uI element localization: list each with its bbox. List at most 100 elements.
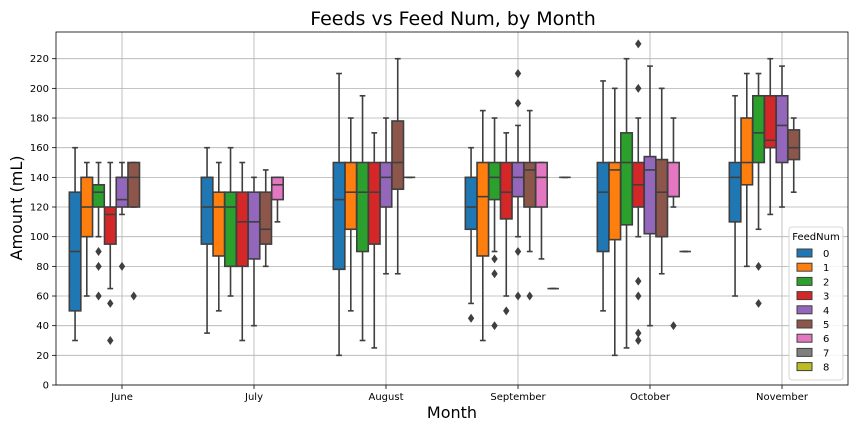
- y-tick-label: 140: [30, 173, 49, 184]
- box-month-june-feed-1: [80, 161, 94, 297]
- outlier-point: [467, 313, 475, 323]
- legend-label: 2: [823, 277, 829, 288]
- box-iqr: [91, 183, 106, 208]
- box-month-july-feed-3: [235, 161, 249, 342]
- outlier-point: [118, 261, 126, 271]
- box-iqr: [344, 161, 358, 231]
- legend-label: 7: [823, 348, 829, 359]
- box-iqr: [728, 161, 742, 223]
- box-month-august-feed-3: [367, 132, 381, 349]
- box-iqr: [666, 161, 681, 198]
- y-tick-label: 160: [30, 143, 49, 154]
- outlier-point: [491, 254, 498, 264]
- outlier-point: [95, 261, 102, 271]
- box-month-september-feed-4: [511, 69, 525, 301]
- x-tick-label: October: [630, 392, 671, 403]
- outlier-point: [635, 328, 642, 338]
- y-tick-label: 80: [36, 262, 49, 273]
- box-month-july-feed-1: [212, 161, 226, 312]
- legend-label: 0: [823, 249, 829, 260]
- box-iqr: [775, 94, 789, 164]
- outlier-point: [635, 276, 642, 286]
- box-iqr: [534, 161, 549, 208]
- box-month-october-feed-1: [608, 87, 622, 357]
- outlier-point: [635, 39, 642, 49]
- outlier-point: [95, 291, 102, 301]
- box-month-october-feed-3: [631, 39, 645, 345]
- box-month-july-feed-5: [259, 169, 273, 268]
- box-iqr: [596, 161, 610, 253]
- box-iqr: [247, 191, 261, 260]
- x-tick-label: August: [369, 392, 404, 403]
- box-iqr: [355, 161, 370, 253]
- box-month-july-feed-2: [223, 146, 238, 297]
- outlier-point: [526, 291, 533, 301]
- y-tick-label: 60: [36, 292, 49, 303]
- box-iqr: [223, 191, 238, 268]
- legend-label: 1: [823, 263, 829, 274]
- legend: FeedNum 0 1 2 3 4 5 6 7 8: [788, 226, 844, 381]
- box-month-july-feed-6: [270, 176, 285, 223]
- box-month-august-feed-1: [344, 117, 358, 312]
- legend-label: 5: [823, 320, 829, 331]
- box-month-june-feed-2: [91, 161, 106, 301]
- box-month-september-feed-6: [534, 161, 549, 260]
- box-iqr: [103, 206, 117, 245]
- outlier-point: [130, 291, 137, 301]
- outlier-point: [514, 247, 522, 256]
- box-iqr: [332, 161, 346, 271]
- y-tick-label: 180: [30, 114, 49, 125]
- box-iqr: [751, 94, 766, 164]
- box-month-september-feed-2: [487, 117, 502, 331]
- legend-swatch: [796, 362, 813, 372]
- legend-swatch: [796, 276, 813, 286]
- outlier-point: [107, 336, 114, 345]
- box-month-june-feed-5: [127, 161, 141, 301]
- box-iqr: [391, 120, 405, 191]
- x-tick-label: November: [756, 392, 809, 403]
- outlier-point: [491, 321, 498, 331]
- legend-swatch: [796, 347, 813, 357]
- y-axis-title: Amount (mL): [7, 156, 26, 261]
- y-tick-label: 100: [30, 232, 49, 243]
- outlier-point: [514, 69, 522, 79]
- outlier-point: [755, 261, 762, 271]
- x-tick-label: September: [490, 392, 546, 403]
- legend-swatch: [796, 248, 813, 258]
- box-iqr: [740, 117, 754, 186]
- legend-swatch: [796, 319, 813, 329]
- outlier-point: [107, 298, 114, 308]
- x-tick-label: June: [110, 392, 133, 403]
- legend-swatch: [796, 333, 813, 343]
- legend-label: 3: [823, 292, 829, 303]
- box-month-november-feed-5: [787, 117, 801, 193]
- box-iqr: [499, 161, 513, 220]
- plot-frame: [55, 31, 849, 386]
- box-month-november-feed-0: [728, 94, 742, 297]
- outlier-point: [755, 298, 762, 308]
- box-month-november-feed-4: [775, 65, 789, 208]
- box-iqr: [200, 176, 214, 245]
- box-month-october-feed-5: [655, 87, 669, 275]
- box-iqr: [235, 191, 249, 268]
- outlier-point: [503, 306, 510, 316]
- box-month-august-feed-4: [379, 117, 393, 275]
- outlier-point: [635, 291, 642, 301]
- box-iqr: [655, 158, 669, 238]
- box-month-october-feed-2: [619, 57, 634, 349]
- box-iqr: [259, 191, 273, 245]
- legend-label: 8: [823, 363, 829, 374]
- box-month-november-feed-1: [740, 72, 754, 268]
- legend-swatch: [796, 262, 813, 272]
- box-month-october-feed-0: [596, 80, 610, 312]
- box-iqr: [464, 176, 478, 231]
- box-month-august-feed-0: [332, 72, 346, 357]
- box-iqr: [643, 155, 657, 235]
- legend-label: 4: [823, 306, 829, 317]
- y-tick-label: 220: [30, 54, 49, 65]
- box-month-november-feed-3: [763, 57, 777, 216]
- box-iqr: [115, 176, 129, 208]
- outlier-point: [491, 269, 498, 279]
- outlier-point: [670, 321, 677, 331]
